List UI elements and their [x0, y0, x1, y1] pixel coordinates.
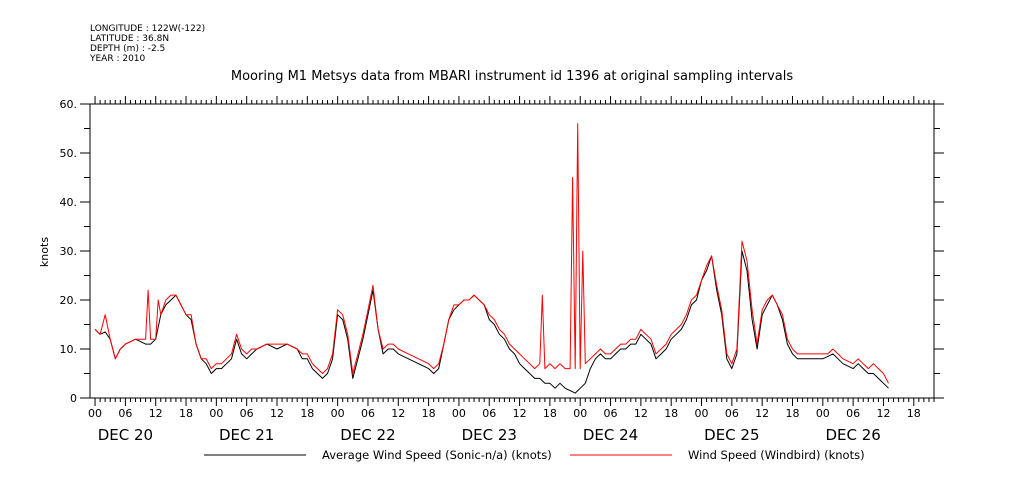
x-tick-label: 12: [755, 407, 769, 420]
x-day-label: DEC 25: [704, 426, 759, 444]
x-day-label: DEC 20: [98, 426, 153, 444]
x-tick-label: 06: [725, 407, 739, 420]
y-axis-label: knots: [38, 237, 51, 267]
x-tick-label: 18: [300, 407, 314, 420]
x-tick-label: 00: [573, 407, 587, 420]
y-tick-label: 50.: [60, 147, 78, 160]
x-tick-label: 12: [634, 407, 648, 420]
y-tick-label: 60.: [60, 98, 78, 111]
x-tick-label: 00: [331, 407, 345, 420]
x-tick-label: 00: [452, 407, 466, 420]
year-label: YEAR : 2010: [89, 54, 146, 64]
legend: Average Wind Speed (Sonic-n/a) (knots) W…: [204, 448, 865, 462]
x-tick-label: 06: [118, 407, 132, 420]
y-tick-label: 40.: [60, 196, 78, 209]
x-tick-label: 12: [270, 407, 284, 420]
x-tick-label: 18: [664, 407, 678, 420]
x-tick-label: 06: [604, 407, 618, 420]
plot-area: 00 06 12 18 00 06 12 18 00 06 12 18 00 06 12 18 00 06 12 18…: [60, 96, 944, 444]
latitude-label: LATITUDE : 36.8N: [90, 34, 169, 44]
x-tick-label: 06: [361, 407, 375, 420]
x-day-label: DEC 26: [825, 426, 880, 444]
x-tick-label: 12: [149, 407, 163, 420]
legend-label-windbird: Wind Speed (Windbird) (knots): [688, 448, 865, 462]
x-tick-label: 18: [907, 407, 921, 420]
y-tick-label: 30.: [60, 245, 78, 258]
x-tick-label: 18: [543, 407, 557, 420]
x-day-label: DEC 21: [219, 426, 274, 444]
y-tick-label: 10.: [60, 343, 78, 356]
x-tick-label: 06: [482, 407, 496, 420]
x-tick-label: 18: [785, 407, 799, 420]
x-tick-label: 06: [846, 407, 860, 420]
x-tick-label: 18: [422, 407, 436, 420]
depth-label: DEPTH (m) : -2.5: [90, 44, 165, 54]
longitude-label: LONGITUDE : 122W(-122): [90, 24, 205, 34]
x-tick-label: 00: [816, 407, 830, 420]
x-tick-label: 06: [240, 407, 254, 420]
x-tick-label: 12: [876, 407, 890, 420]
x-day-label: DEC 22: [340, 426, 395, 444]
chart-title: Mooring M1 Metsys data from MBARI instru…: [231, 69, 793, 84]
series-line-average-wind-speed: [94, 250, 889, 394]
x-day-label: DEC 24: [583, 426, 638, 444]
series-line-windbird-wind-speed: [94, 123, 889, 384]
legend-label-average: Average Wind Speed (Sonic-n/a) (knots): [322, 448, 552, 462]
x-tick-label: 12: [513, 407, 527, 420]
x-tick-label: 00: [88, 407, 102, 420]
x-tick-label: 12: [391, 407, 405, 420]
x-tick-label: 18: [179, 407, 193, 420]
y-tick-label: 0: [70, 392, 77, 405]
y-tick-label: 20.: [60, 294, 78, 307]
x-day-label: DEC 23: [462, 426, 517, 444]
x-tick-label: 00: [209, 407, 223, 420]
x-tick-label: 00: [695, 407, 709, 420]
